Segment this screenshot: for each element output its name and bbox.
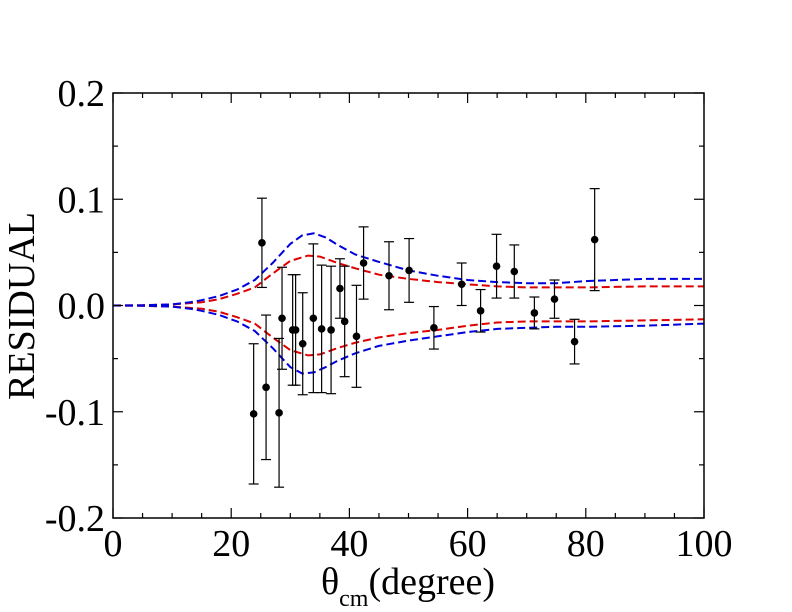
- data-point: [358, 226, 369, 300]
- x-tick-label: 0: [104, 523, 123, 565]
- data-point: [277, 266, 288, 370]
- point-marker: [590, 235, 599, 244]
- point-marker: [309, 314, 318, 323]
- point-marker: [476, 307, 485, 315]
- point-marker: [550, 295, 559, 303]
- data-point: [248, 343, 259, 485]
- data-point: [456, 262, 467, 307]
- point-marker: [291, 326, 300, 334]
- y-tick-label: -0.1: [45, 392, 105, 434]
- point-marker: [275, 409, 283, 417]
- axis-ticks: [112, 92, 705, 519]
- data-point: [326, 265, 337, 395]
- data-point: [334, 258, 345, 319]
- data-point: [256, 197, 267, 289]
- point-marker: [258, 239, 266, 247]
- curve-blue-lower: [112, 304, 705, 375]
- point-marker: [262, 383, 270, 392]
- data-point: [475, 288, 486, 333]
- y-axis-title: RESIDUAL: [1, 212, 43, 400]
- data-point: [428, 305, 439, 350]
- point-marker: [457, 280, 466, 289]
- tick-labels: 0 20 40 60 80 100 -0.2 -0.1 0.0 0.1 0.2: [45, 73, 733, 565]
- curve-red-lower: [112, 304, 705, 357]
- point-marker: [317, 325, 326, 333]
- data-point: [274, 337, 285, 488]
- point-marker: [359, 259, 368, 267]
- x-tick-label: 20: [212, 523, 250, 565]
- point-marker: [336, 284, 344, 293]
- x-tick-label: 40: [330, 523, 368, 565]
- y-tick-label: -0.2: [45, 498, 105, 540]
- data-point: [339, 265, 350, 378]
- x-tick-label: 60: [449, 523, 487, 565]
- point-marker: [340, 317, 349, 326]
- point-marker: [298, 339, 307, 348]
- y-tick-label: 0.0: [58, 286, 106, 328]
- data-point: [316, 264, 327, 394]
- y-tick-label: 0.1: [58, 179, 106, 221]
- point-marker: [327, 326, 335, 334]
- point-marker: [430, 324, 438, 332]
- data-point: [261, 314, 272, 461]
- point-marker: [510, 267, 519, 276]
- point-marker: [570, 337, 579, 346]
- data-point: [404, 237, 415, 303]
- point-marker: [352, 332, 361, 341]
- band-curves: [112, 232, 705, 375]
- data-point: [529, 296, 540, 330]
- point-marker: [385, 271, 393, 280]
- y-tick-label: 0.2: [58, 73, 106, 115]
- data-point: [290, 274, 301, 386]
- x-axis-title: θcm(degree): [321, 561, 495, 612]
- point-marker: [278, 314, 286, 323]
- data-point: [549, 279, 560, 319]
- data-point: [491, 233, 502, 299]
- data-point: [509, 244, 520, 299]
- point-marker: [249, 410, 258, 418]
- point-marker: [530, 309, 539, 317]
- data-point: [351, 284, 362, 388]
- data-point: [569, 318, 580, 365]
- curve-blue-upper: [112, 232, 704, 307]
- data-points: [248, 188, 600, 488]
- point-marker: [405, 266, 413, 275]
- data-point: [589, 188, 600, 292]
- x-tick-label: 80: [567, 523, 605, 565]
- x-tick-label: 100: [676, 523, 733, 565]
- curve-red-upper: [112, 254, 704, 307]
- data-point: [383, 241, 394, 311]
- data-point: [297, 292, 308, 396]
- point-marker: [492, 262, 501, 270]
